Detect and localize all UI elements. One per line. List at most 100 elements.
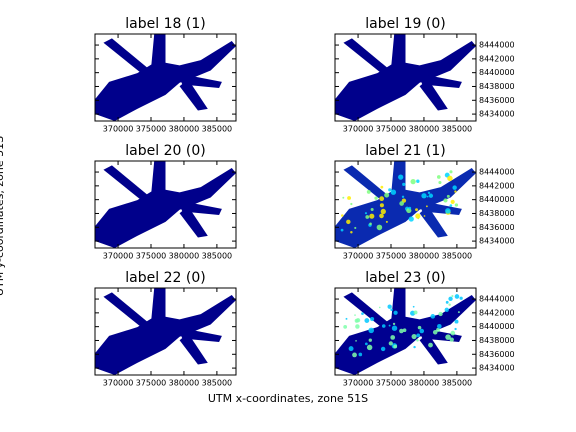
map-speckle xyxy=(454,294,460,299)
map-speckle xyxy=(364,212,368,215)
map-speckle xyxy=(380,185,384,189)
x-tick-label: 370000 xyxy=(103,379,134,388)
map-speckle xyxy=(423,215,426,217)
map-speckle xyxy=(385,220,388,223)
map-speckle xyxy=(438,311,443,317)
map-speckle xyxy=(449,337,454,342)
map-speckle xyxy=(449,170,453,174)
map-speckle xyxy=(379,213,384,219)
map-speckle xyxy=(438,180,442,185)
map-speckle xyxy=(437,324,442,329)
map-speckle xyxy=(402,182,406,187)
x-tick-label: 375000 xyxy=(376,252,407,261)
map-speckle xyxy=(450,330,456,336)
map-speckle xyxy=(350,202,353,206)
x-tick-label: 375000 xyxy=(136,252,167,261)
map-speckle xyxy=(370,317,375,322)
y-tick-label: 8444000 xyxy=(479,168,515,177)
x-tick-label: 370000 xyxy=(343,379,374,388)
map-speckle xyxy=(411,333,417,340)
map-speckle xyxy=(428,342,433,348)
map-speckle xyxy=(379,196,385,202)
x-tick-label: 385000 xyxy=(442,379,473,388)
map-speckle xyxy=(355,324,360,329)
map-speckle xyxy=(346,219,351,225)
map-speckle xyxy=(445,334,451,340)
map-speckle xyxy=(369,213,375,219)
map-speckle xyxy=(364,342,368,346)
map-speckle xyxy=(388,188,392,192)
map-speckle xyxy=(368,327,374,334)
map-speckle xyxy=(388,324,391,327)
x-axis-label: UTM x-coordinates, zone 51S xyxy=(208,392,368,405)
map-speckle xyxy=(445,208,451,214)
map-speckle xyxy=(381,324,386,328)
map-speckle xyxy=(454,203,459,207)
map-speckle xyxy=(391,325,398,331)
panel: label 21 (1) 370000 375000 380000 385000 8434… xyxy=(334,143,515,261)
map-speckle xyxy=(366,344,373,351)
panel-title: label 22 (0) xyxy=(125,270,205,286)
x-tick-label: 375000 xyxy=(376,379,407,388)
map-speckle xyxy=(415,213,421,219)
panel: label 22 (0) 370000 375000 380000 385000 xyxy=(94,270,237,388)
y-tick-label: 8438000 xyxy=(479,336,515,345)
map-area xyxy=(95,161,236,248)
map-speckle xyxy=(390,335,396,340)
y-axis-label: UTM y-coordinates, zone 51S xyxy=(0,136,6,296)
map-speckle xyxy=(392,322,396,326)
map-speckle xyxy=(364,318,370,323)
map-speckle xyxy=(354,314,356,316)
y-tick-label: 8436000 xyxy=(479,96,515,105)
map-speckle xyxy=(459,296,463,300)
map-area xyxy=(179,206,208,238)
map-speckle xyxy=(390,308,393,312)
map-speckle xyxy=(354,226,357,230)
map-area xyxy=(343,38,389,73)
map-speckle xyxy=(454,319,459,324)
map-speckle xyxy=(445,300,449,304)
map-speckle xyxy=(402,328,407,333)
x-tick-label: 385000 xyxy=(442,252,473,261)
map-speckle xyxy=(399,328,404,334)
map-speckle xyxy=(352,352,357,358)
map-speckle xyxy=(393,310,398,315)
map-speckle xyxy=(448,296,453,301)
map-speckle xyxy=(354,318,359,323)
map-area xyxy=(343,165,389,200)
panel: label 18 (1) 370000 375000 380000 385000 xyxy=(94,16,237,134)
map-speckle xyxy=(430,314,436,319)
y-tick-label: 8440000 xyxy=(479,322,515,331)
map-speckle xyxy=(425,205,428,208)
map-speckle xyxy=(416,179,420,183)
map-speckle xyxy=(444,307,449,312)
map-speckle xyxy=(393,344,398,349)
map-speckle xyxy=(436,175,441,179)
map xyxy=(335,288,476,375)
map-area xyxy=(343,292,389,327)
y-tick-label: 8436000 xyxy=(479,350,515,359)
map-speckle xyxy=(416,338,419,342)
panel-title: label 19 (0) xyxy=(365,16,445,32)
x-tick-label: 380000 xyxy=(409,252,440,261)
map-area xyxy=(419,206,448,238)
map-speckle xyxy=(446,194,450,198)
map-speckle xyxy=(376,224,383,231)
map-speckle xyxy=(387,304,392,309)
map-speckle xyxy=(408,206,412,210)
panel-title: label 23 (0) xyxy=(365,270,445,286)
map-speckle xyxy=(432,329,438,335)
map-speckle xyxy=(368,338,372,342)
map-speckle xyxy=(415,208,419,212)
map-speckle xyxy=(408,216,414,222)
x-tick-label: 385000 xyxy=(202,125,233,134)
x-tick-label: 370000 xyxy=(103,252,134,261)
map-speckle xyxy=(457,311,460,314)
map-speckle xyxy=(401,195,405,198)
map-speckle xyxy=(343,324,348,329)
map-speckle xyxy=(380,208,386,215)
map-speckle xyxy=(448,303,451,306)
map-speckle xyxy=(447,175,453,182)
map-speckle xyxy=(366,189,371,194)
map-area xyxy=(103,292,149,327)
